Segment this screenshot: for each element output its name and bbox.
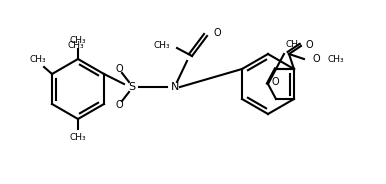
Text: O: O: [312, 54, 320, 64]
Text: CH₃: CH₃: [70, 36, 86, 45]
Text: O: O: [115, 64, 123, 74]
Text: CH₃: CH₃: [153, 42, 170, 50]
Text: CH₃: CH₃: [286, 40, 303, 49]
Text: S: S: [129, 82, 135, 92]
Text: CH₃: CH₃: [68, 41, 84, 50]
Text: CH₃: CH₃: [328, 54, 345, 63]
Text: CH₃: CH₃: [70, 133, 86, 142]
Text: N: N: [171, 82, 179, 92]
Text: O: O: [306, 40, 313, 50]
Text: O: O: [213, 28, 221, 38]
Text: O: O: [115, 100, 123, 110]
Text: CH₃: CH₃: [30, 55, 46, 64]
Text: O: O: [272, 77, 279, 87]
